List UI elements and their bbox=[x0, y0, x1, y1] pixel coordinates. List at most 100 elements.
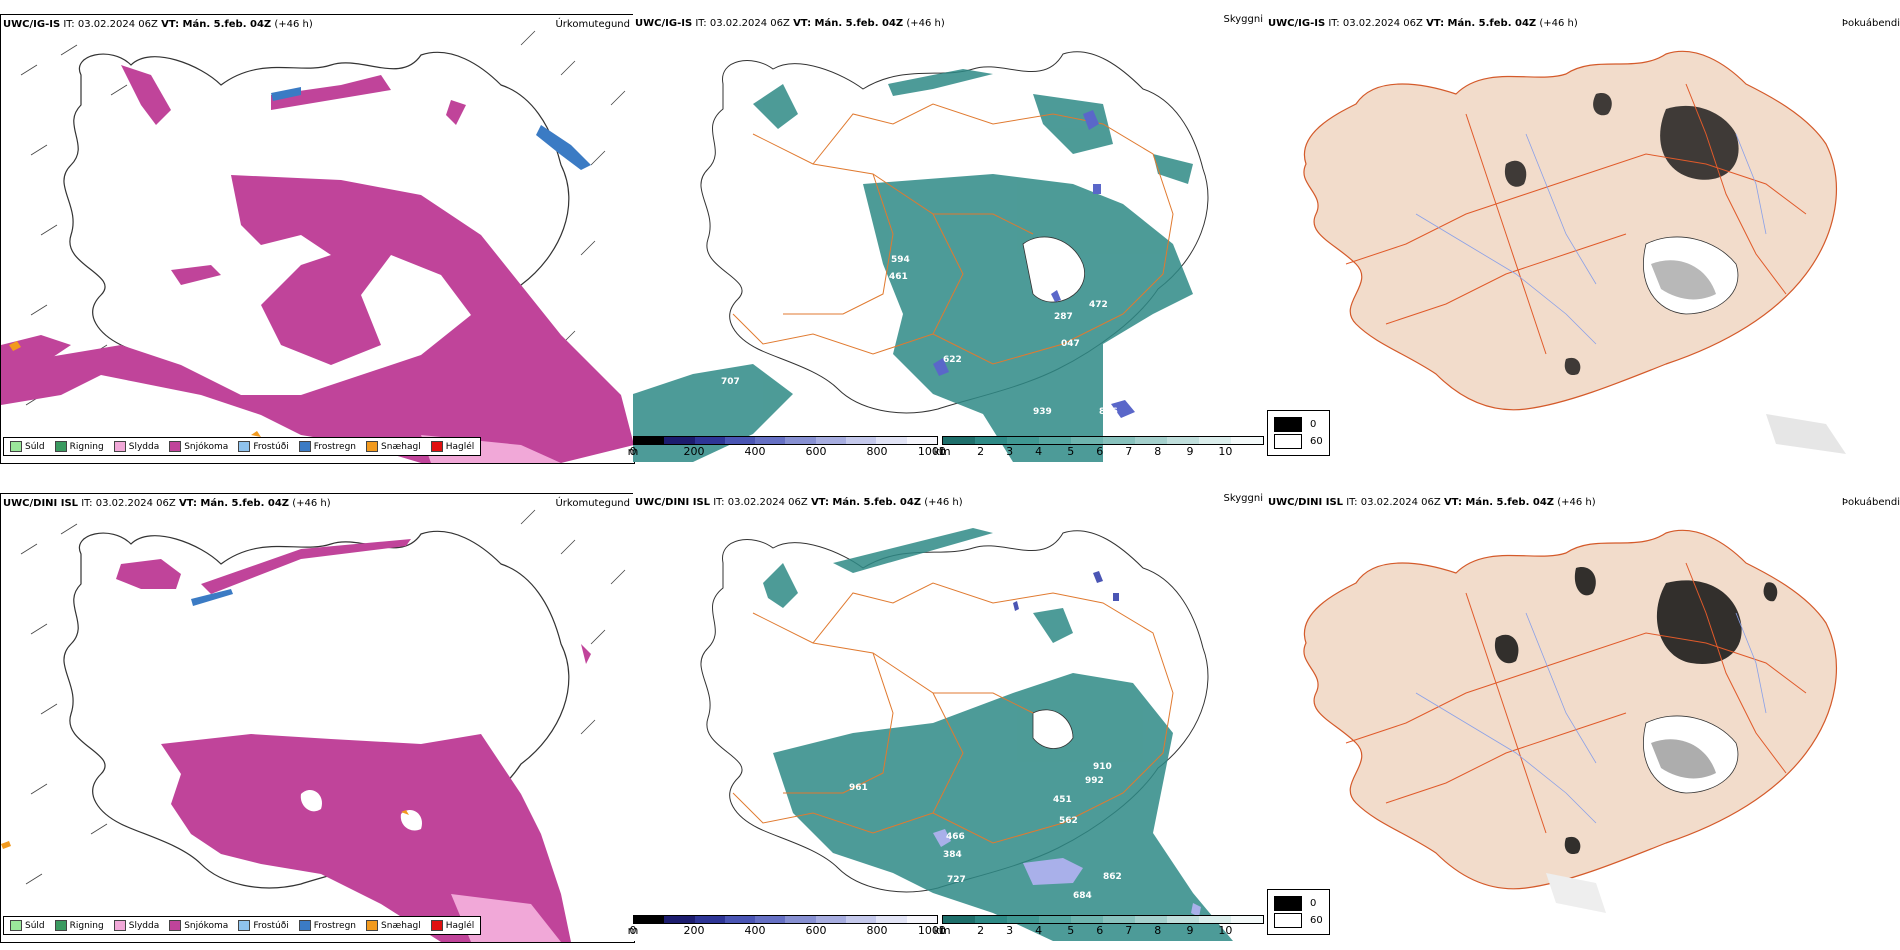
iceland-map: 961 745 910 992 451 562 466 384 727 862 … bbox=[700, 528, 1233, 941]
height-colorbar-swatches bbox=[633, 915, 938, 924]
vis-label: 910 bbox=[1093, 762, 1112, 772]
fog-legend-row: 60 bbox=[1274, 434, 1323, 449]
param-title: Úrkomutegund bbox=[555, 19, 630, 30]
ptype-panel-igis: UWC/IG-IS IT: 03.02.2024 06Z VT: Mán. 5.… bbox=[0, 14, 635, 464]
vis-label: 461 bbox=[889, 272, 908, 282]
height-colorbar-ticks: m 0 200 400 600 800 1000 bbox=[627, 445, 946, 458]
legend-swatch bbox=[298, 441, 311, 452]
visibility-colorbar: km 1 2 3 4 5 6 7 8 9 10 bbox=[933, 436, 1264, 458]
legend-swatch bbox=[169, 441, 182, 452]
legend-item: Frostúði bbox=[238, 441, 289, 452]
vis-label: 622 bbox=[943, 355, 962, 365]
legend-item: Frostúði bbox=[238, 920, 289, 931]
vis-label: 384 bbox=[943, 850, 962, 860]
legend-swatch bbox=[238, 920, 251, 931]
iceland-map bbox=[1303, 50, 1846, 454]
legend-item: Snjókoma bbox=[169, 441, 228, 452]
height-colorbar: m 0 200 400 600 800 1000 bbox=[627, 915, 946, 937]
iceland-map: 594 461 472 287 047 622 767 707 645 939 … bbox=[633, 51, 1209, 462]
fog-panel-igis: UWC/IG-IS IT: 03.02.2024 06Z VT: Mán. 5.… bbox=[1266, 14, 1900, 462]
legend-swatch bbox=[430, 920, 443, 931]
vis-label: 562 bbox=[1059, 816, 1078, 826]
vis-label: 992 bbox=[1085, 776, 1104, 786]
vis-label: 645 bbox=[811, 399, 830, 409]
legend-swatch bbox=[113, 441, 126, 452]
vis-label: 846 bbox=[1099, 407, 1118, 417]
panel-title: UWC/DINI ISL IT: 03.02.2024 06Z VT: Mán.… bbox=[3, 498, 331, 509]
legend-swatch bbox=[169, 920, 182, 931]
legend-item: Slydda bbox=[113, 920, 159, 931]
param-title: Skyggni bbox=[1223, 493, 1263, 504]
fog-legend-swatch bbox=[1274, 896, 1302, 911]
legend-item: Frostregn bbox=[298, 441, 356, 452]
legend-swatch bbox=[366, 920, 379, 931]
fog-legend-swatch bbox=[1274, 417, 1302, 432]
legend-swatch bbox=[54, 441, 67, 452]
vis-label: 862 bbox=[1103, 872, 1122, 882]
iceland-map bbox=[1, 30, 634, 463]
vis-label: 939 bbox=[1033, 407, 1052, 417]
fog-legend-row: 60 bbox=[1274, 913, 1323, 928]
param-title: Þokuábendi bbox=[1841, 497, 1900, 508]
ptype-legend: Súld Rigning Slydda Snjókoma Frostúði Fr… bbox=[3, 437, 482, 456]
fog-legend-swatch bbox=[1274, 913, 1302, 928]
visibility-colorbar-swatches bbox=[942, 436, 1264, 445]
vis-label: 961 bbox=[849, 783, 868, 793]
legend-item: Slydda bbox=[113, 441, 159, 452]
fog-panel-dini: UWC/DINI ISL IT: 03.02.2024 06Z VT: Mán.… bbox=[1266, 493, 1900, 941]
legend-item: Súld bbox=[10, 920, 45, 931]
fog-legend: 0 60 bbox=[1267, 410, 1330, 456]
legend-swatch bbox=[366, 441, 379, 452]
legend-swatch bbox=[430, 441, 443, 452]
legend-swatch bbox=[238, 441, 251, 452]
legend-swatch bbox=[113, 920, 126, 931]
vis-label: 703 bbox=[1161, 415, 1180, 425]
visibility-panel-igis: UWC/IG-IS IT: 03.02.2024 06Z VT: Mán. 5.… bbox=[633, 14, 1263, 462]
param-title: Þokuábendi bbox=[1841, 18, 1900, 29]
visibility-colorbar-swatches bbox=[942, 915, 1264, 924]
vis-label: 047 bbox=[1061, 339, 1080, 349]
height-colorbar: m 0 200 400 600 800 1000 bbox=[627, 436, 946, 458]
legend-item: Snjókoma bbox=[169, 920, 228, 931]
vis-label: 684 bbox=[1073, 891, 1092, 901]
vis-label: 594 bbox=[891, 255, 910, 265]
visibility-colorbar: km 1 2 3 4 5 6 7 8 9 10 bbox=[933, 915, 1264, 937]
visibility-colorbar-ticks: km 1 2 3 4 5 6 7 8 9 10 bbox=[933, 924, 1233, 937]
legend-swatch bbox=[298, 920, 311, 931]
height-colorbar-ticks: m 0 200 400 600 800 1000 bbox=[627, 924, 946, 937]
fog-legend-row: 0 bbox=[1274, 896, 1323, 911]
param-title: Úrkomutegund bbox=[555, 498, 630, 509]
panel-title: UWC/DINI ISL IT: 03.02.2024 06Z VT: Mán.… bbox=[635, 497, 963, 508]
fog-legend-row: 0 bbox=[1274, 417, 1323, 432]
legend-item: Snæhagl bbox=[366, 441, 421, 452]
vis-label: 707 bbox=[721, 377, 740, 387]
vis-label: 466 bbox=[946, 832, 965, 842]
height-colorbar-swatches bbox=[633, 436, 938, 445]
iceland-map bbox=[1303, 529, 1837, 913]
vis-label: 727 bbox=[947, 875, 966, 885]
panel-title: UWC/DINI ISL IT: 03.02.2024 06Z VT: Mán.… bbox=[1268, 497, 1596, 508]
ptype-legend: Súld Rigning Slydda Snjókoma Frostúði Fr… bbox=[3, 916, 482, 935]
vis-label: 287 bbox=[1054, 312, 1073, 322]
legend-item: Haglél bbox=[430, 441, 474, 452]
vis-label: 767 bbox=[653, 374, 672, 384]
legend-swatch bbox=[54, 920, 67, 931]
legend-item: Haglél bbox=[430, 920, 474, 931]
legend-item: Súld bbox=[10, 441, 45, 452]
legend-item: Frostregn bbox=[298, 920, 356, 931]
legend-item: Rigning bbox=[54, 920, 104, 931]
visibility-panel-dini: UWC/DINI ISL IT: 03.02.2024 06Z VT: Mán.… bbox=[633, 493, 1263, 941]
visibility-colorbar-ticks: km 1 2 3 4 5 6 7 8 9 10 bbox=[933, 445, 1233, 458]
fog-legend: 0 60 bbox=[1267, 889, 1330, 935]
legend-item: Rigning bbox=[54, 441, 104, 452]
panel-title: UWC/IG-IS IT: 03.02.2024 06Z VT: Mán. 5.… bbox=[635, 18, 945, 29]
fog-legend-swatch bbox=[1274, 434, 1302, 449]
vis-label: 745 bbox=[1043, 730, 1062, 740]
legend-swatch bbox=[10, 441, 22, 452]
panel-title: UWC/IG-IS IT: 03.02.2024 06Z VT: Mán. 5.… bbox=[1268, 18, 1578, 29]
iceland-map bbox=[1, 509, 626, 942]
legend-item: Snæhagl bbox=[366, 920, 421, 931]
param-title: Skyggni bbox=[1223, 14, 1263, 25]
legend-swatch bbox=[10, 920, 22, 931]
panel-title: UWC/IG-IS IT: 03.02.2024 06Z VT: Mán. 5.… bbox=[3, 19, 313, 30]
